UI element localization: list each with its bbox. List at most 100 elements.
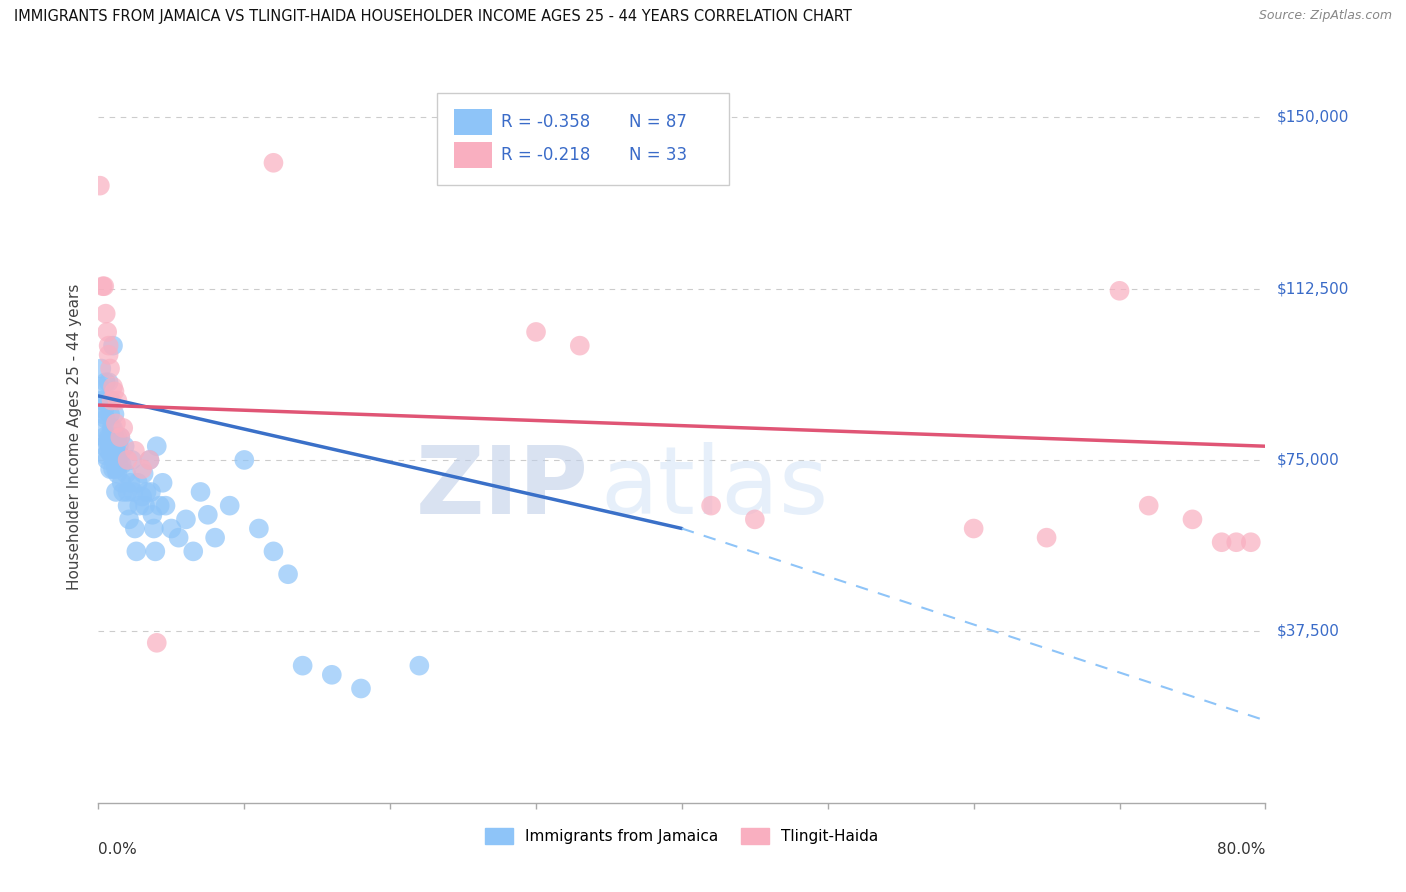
Point <box>115 467 138 481</box>
Point <box>104 417 127 431</box>
Point <box>89 178 111 193</box>
Point <box>138 453 160 467</box>
Point <box>108 439 131 453</box>
Point <box>97 430 120 444</box>
Point <box>131 462 153 476</box>
Point <box>98 361 121 376</box>
Point <box>139 484 162 499</box>
Point <box>124 521 146 535</box>
Point <box>91 393 114 408</box>
Point <box>97 375 120 389</box>
Point <box>97 393 120 408</box>
Point <box>100 439 122 453</box>
Point <box>103 407 125 421</box>
Point <box>124 443 146 458</box>
Text: $75,000: $75,000 <box>1277 452 1340 467</box>
Point <box>105 430 128 444</box>
Point <box>94 448 117 462</box>
Point <box>125 544 148 558</box>
Point <box>204 531 226 545</box>
Point <box>568 338 591 352</box>
Point <box>94 375 117 389</box>
Point <box>100 421 122 435</box>
Point <box>143 544 166 558</box>
Point <box>112 421 135 435</box>
Point <box>100 430 122 444</box>
Point <box>114 439 136 453</box>
Point <box>108 458 131 472</box>
Point <box>233 453 256 467</box>
Point <box>111 458 134 472</box>
Point <box>90 361 112 376</box>
Point <box>104 443 127 458</box>
Point <box>127 475 149 490</box>
Point <box>105 393 128 408</box>
Text: ZIP: ZIP <box>416 442 589 534</box>
Point <box>105 467 128 481</box>
Point <box>1225 535 1247 549</box>
Point <box>101 380 124 394</box>
Point <box>96 434 118 449</box>
Point <box>97 443 120 458</box>
Point <box>91 407 114 421</box>
Point <box>744 512 766 526</box>
Point <box>262 155 284 169</box>
Text: $37,500: $37,500 <box>1277 624 1340 639</box>
Point <box>97 338 120 352</box>
FancyBboxPatch shape <box>437 94 728 185</box>
Text: 0.0%: 0.0% <box>98 842 138 856</box>
Point <box>117 499 139 513</box>
Point <box>91 279 114 293</box>
Point <box>121 453 143 467</box>
Point <box>103 384 125 399</box>
Point <box>98 407 121 421</box>
Point <box>350 681 373 696</box>
Point <box>104 462 127 476</box>
Point <box>190 484 212 499</box>
Y-axis label: Householder Income Ages 25 - 44 years: Householder Income Ages 25 - 44 years <box>67 284 83 591</box>
Point <box>93 430 115 444</box>
Point <box>101 338 124 352</box>
Point <box>962 521 984 535</box>
Point <box>117 484 139 499</box>
Point <box>112 484 135 499</box>
Point <box>91 421 114 435</box>
Point <box>146 636 169 650</box>
Text: $150,000: $150,000 <box>1277 110 1348 125</box>
Point <box>111 475 134 490</box>
Point <box>135 484 157 499</box>
Point <box>97 348 120 362</box>
Point <box>90 393 112 408</box>
Point <box>181 544 204 558</box>
Point <box>94 411 117 425</box>
Point <box>96 393 118 408</box>
Point <box>141 508 163 522</box>
Point <box>122 484 145 499</box>
Text: Source: ZipAtlas.com: Source: ZipAtlas.com <box>1258 9 1392 22</box>
Point <box>103 430 125 444</box>
Text: $112,500: $112,500 <box>1277 281 1348 296</box>
Point <box>134 499 156 513</box>
Point <box>218 499 240 513</box>
Point <box>291 658 314 673</box>
Point <box>98 439 121 453</box>
Point <box>104 484 127 499</box>
Point <box>1137 499 1160 513</box>
Point <box>132 467 155 481</box>
Point <box>101 421 124 435</box>
Point <box>247 521 270 535</box>
Point <box>96 453 118 467</box>
FancyBboxPatch shape <box>454 142 492 168</box>
Text: N = 87: N = 87 <box>630 112 688 131</box>
Point <box>118 512 141 526</box>
Text: R = -0.358: R = -0.358 <box>501 112 591 131</box>
Point <box>524 325 547 339</box>
Point <box>174 512 197 526</box>
Point <box>100 448 122 462</box>
Point <box>94 307 117 321</box>
Text: N = 33: N = 33 <box>630 145 688 164</box>
Point <box>700 499 723 513</box>
Point <box>277 567 299 582</box>
Point <box>408 658 430 673</box>
Point <box>155 499 177 513</box>
